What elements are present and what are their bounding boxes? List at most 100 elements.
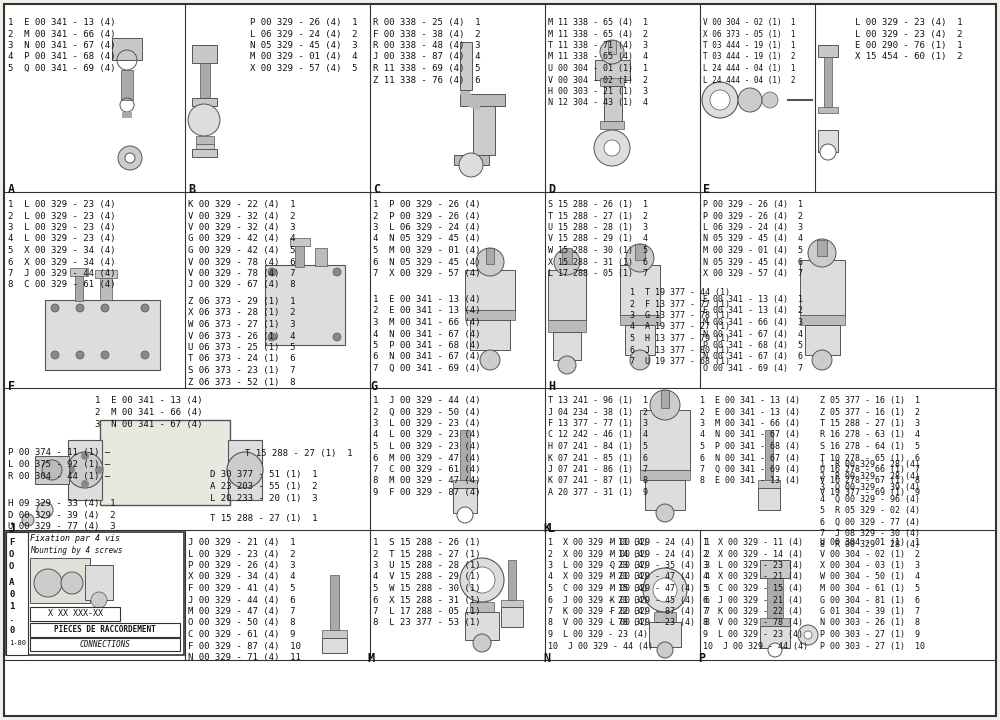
Text: U 00 329 - 77 (4)  3: U 00 329 - 77 (4) 3 — [8, 522, 116, 531]
Bar — [824, 57, 832, 107]
Text: 8  C 00 329 - 61 (4): 8 C 00 329 - 61 (4) — [8, 281, 116, 289]
Text: 2  Q 00 329 - 50 (4): 2 Q 00 329 - 50 (4) — [373, 408, 480, 416]
Text: R 16 278 - 63 (1)  4: R 16 278 - 63 (1) 4 — [820, 431, 920, 439]
Text: 5  M 00 329 - 01 (4): 5 M 00 329 - 01 (4) — [373, 246, 480, 255]
Text: 2  L 00 329 - 23 (4): 2 L 00 329 - 23 (4) — [8, 212, 116, 220]
Bar — [192, 45, 217, 63]
Text: O 00 341 - 69 (4)  7: O 00 341 - 69 (4) 7 — [703, 364, 803, 373]
Text: 4  N 05 329 - 45 (4): 4 N 05 329 - 45 (4) — [373, 235, 480, 243]
Text: K 00 329 - 45 (4)  6: K 00 329 - 45 (4) 6 — [610, 595, 710, 605]
Text: F: F — [9, 538, 14, 547]
Circle shape — [81, 452, 89, 460]
Text: 5  P 00 341 - 68 (4): 5 P 00 341 - 68 (4) — [373, 341, 480, 350]
Circle shape — [118, 146, 142, 170]
Text: W 06 373 - 27 (1)  3: W 06 373 - 27 (1) 3 — [188, 320, 296, 329]
Bar — [68, 440, 102, 500]
Bar — [818, 130, 838, 152]
Text: X 00 304 - 03 (1)  3: X 00 304 - 03 (1) 3 — [820, 561, 920, 570]
Circle shape — [762, 92, 778, 108]
Text: E 00 290 - 76 (1)  1: E 00 290 - 76 (1) 1 — [855, 41, 962, 50]
Circle shape — [76, 351, 84, 359]
Text: D 00 329 - 39 (4)  2: D 00 329 - 39 (4) 2 — [8, 511, 116, 520]
Bar — [473, 100, 495, 155]
Text: O: O — [9, 550, 14, 559]
Text: 1  T 19 377 - 44 (1): 1 T 19 377 - 44 (1) — [630, 288, 730, 297]
Circle shape — [594, 130, 630, 166]
Text: 7  Q 00 341 - 69 (4): 7 Q 00 341 - 69 (4) — [373, 364, 480, 373]
Text: 6  J 13 377 - 80 (1): 6 J 13 377 - 80 (1) — [630, 346, 730, 354]
Bar — [70, 268, 88, 276]
Text: 3  N 00 341 - 67 (4): 3 N 00 341 - 67 (4) — [95, 420, 202, 429]
Text: M 00 329 - 01 (4)  5: M 00 329 - 01 (4) 5 — [703, 246, 803, 255]
Text: E 00 341 - 13 (4)  2: E 00 341 - 13 (4) 2 — [703, 307, 803, 315]
Text: P 00 341 - 68 (4)  5: P 00 341 - 68 (4) 5 — [703, 341, 803, 350]
Text: V 15 288 - 29 (1)  4: V 15 288 - 29 (1) 4 — [548, 235, 648, 243]
Bar — [818, 107, 838, 113]
Text: L 00 329 - 23 (4)  8: L 00 329 - 23 (4) 8 — [610, 618, 710, 628]
Text: O: O — [9, 562, 14, 571]
Text: K 00 329 - 22 (4)  1: K 00 329 - 22 (4) 1 — [188, 200, 296, 209]
Text: 7  U 19 377 - 68 (1): 7 U 19 377 - 68 (1) — [630, 357, 730, 366]
Circle shape — [657, 642, 673, 658]
Text: V 00 304 - 02 (1)  1: V 00 304 - 02 (1) 1 — [703, 18, 796, 27]
Text: H 00 303 - 21 (1)  3: H 00 303 - 21 (1) 3 — [548, 87, 648, 96]
Text: O 00 329 - 50 (4)  8: O 00 329 - 50 (4) 8 — [188, 618, 296, 628]
Text: 5  C 00 329 - 15 (4): 5 C 00 329 - 15 (4) — [703, 584, 803, 593]
Circle shape — [457, 507, 473, 523]
Text: 3  L 00 329 - 23 (4): 3 L 00 329 - 23 (4) — [8, 223, 116, 232]
Bar — [758, 488, 780, 510]
Text: 8  R 00 329 - 28 (4): 8 R 00 329 - 28 (4) — [820, 541, 920, 549]
Circle shape — [768, 643, 782, 657]
Circle shape — [558, 356, 576, 374]
Text: P 00 374 - 11 (1) —: P 00 374 - 11 (1) — — [8, 448, 110, 457]
Text: R 11 338 - 69 (4)  5: R 11 338 - 69 (4) 5 — [373, 64, 480, 73]
Text: 1  L 00 329 - 23 (4): 1 L 00 329 - 23 (4) — [8, 200, 116, 209]
Text: 7  L 17 288 - 05 (1): 7 L 17 288 - 05 (1) — [373, 607, 480, 616]
Text: X 06 373 - 28 (1)  2: X 06 373 - 28 (1) 2 — [188, 308, 296, 318]
Circle shape — [710, 90, 730, 110]
Circle shape — [650, 390, 680, 420]
Circle shape — [81, 480, 89, 488]
Text: 3  G 13 377 - 78 (1): 3 G 13 377 - 78 (1) — [630, 311, 730, 320]
Text: 3  L 00 329 - 23 (4): 3 L 00 329 - 23 (4) — [548, 561, 648, 570]
Text: V 00 304 - 02 (1)  2: V 00 304 - 02 (1) 2 — [548, 76, 648, 84]
Text: 4  N 00 341 - 67 (4): 4 N 00 341 - 67 (4) — [373, 330, 480, 338]
Bar — [6, 532, 184, 655]
Bar — [805, 325, 840, 355]
Text: L 00 329 - 23 (4)  2: L 00 329 - 23 (4) 2 — [188, 549, 296, 559]
Circle shape — [61, 572, 83, 594]
Circle shape — [91, 592, 107, 608]
Bar — [75, 275, 83, 301]
Bar — [196, 144, 214, 149]
Text: U 16 278 - 66 (1)  7: U 16 278 - 66 (1) 7 — [820, 465, 920, 474]
Text: L 00 329 - 23 (4)  1: L 00 329 - 23 (4) 1 — [855, 18, 962, 27]
Text: T 13 241 - 96 (1)  1: T 13 241 - 96 (1) 1 — [548, 396, 648, 405]
Text: 8  M 00 329 - 47 (4): 8 M 00 329 - 47 (4) — [373, 477, 480, 485]
Bar — [192, 98, 217, 106]
Bar — [460, 42, 472, 90]
Bar — [508, 560, 516, 600]
Text: PIECES DE RACCORDEMENT: PIECES DE RACCORDEMENT — [54, 625, 156, 634]
Text: R 00 338 - 25 (4)  1: R 00 338 - 25 (4) 1 — [373, 18, 480, 27]
Bar — [196, 136, 214, 144]
Text: G 00 329 - 42 (4)  5: G 00 329 - 42 (4) 5 — [188, 246, 296, 255]
Bar — [265, 265, 345, 345]
Text: L 00 329 - 23 (4)  2: L 00 329 - 23 (4) 2 — [855, 30, 962, 38]
Circle shape — [141, 304, 149, 312]
Text: 0: 0 — [9, 626, 14, 635]
Circle shape — [653, 578, 677, 602]
Text: V 16 278 - 67 (1)  8: V 16 278 - 67 (1) 8 — [820, 477, 920, 485]
Bar — [760, 626, 790, 648]
Text: N 00 303 - 26 (1)  8: N 00 303 - 26 (1) 8 — [820, 618, 920, 628]
Text: N 05 329 - 45 (4)  3: N 05 329 - 45 (4) 3 — [250, 41, 358, 50]
Bar — [460, 94, 505, 106]
Circle shape — [95, 466, 103, 474]
Text: 6  X 15 288 - 31 (1): 6 X 15 288 - 31 (1) — [373, 595, 480, 605]
Circle shape — [473, 634, 491, 652]
Text: 3  L 00 329 - 23 (4): 3 L 00 329 - 23 (4) — [373, 419, 480, 428]
Text: 4  L 00 329 - 23 (4): 4 L 00 329 - 23 (4) — [8, 235, 116, 243]
Text: M 00 329 - 01 (4)  4: M 00 329 - 01 (4) 4 — [250, 53, 358, 61]
Circle shape — [798, 625, 818, 645]
Text: A 23 203 - 55 (1)  2: A 23 203 - 55 (1) 2 — [210, 482, 318, 491]
Bar — [640, 410, 690, 470]
